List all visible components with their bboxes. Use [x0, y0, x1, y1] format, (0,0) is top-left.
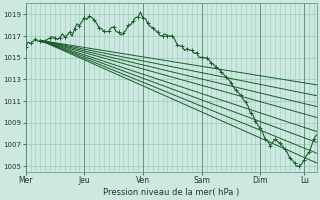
X-axis label: Pression niveau de la mer( hPa ): Pression niveau de la mer( hPa ) — [103, 188, 239, 197]
